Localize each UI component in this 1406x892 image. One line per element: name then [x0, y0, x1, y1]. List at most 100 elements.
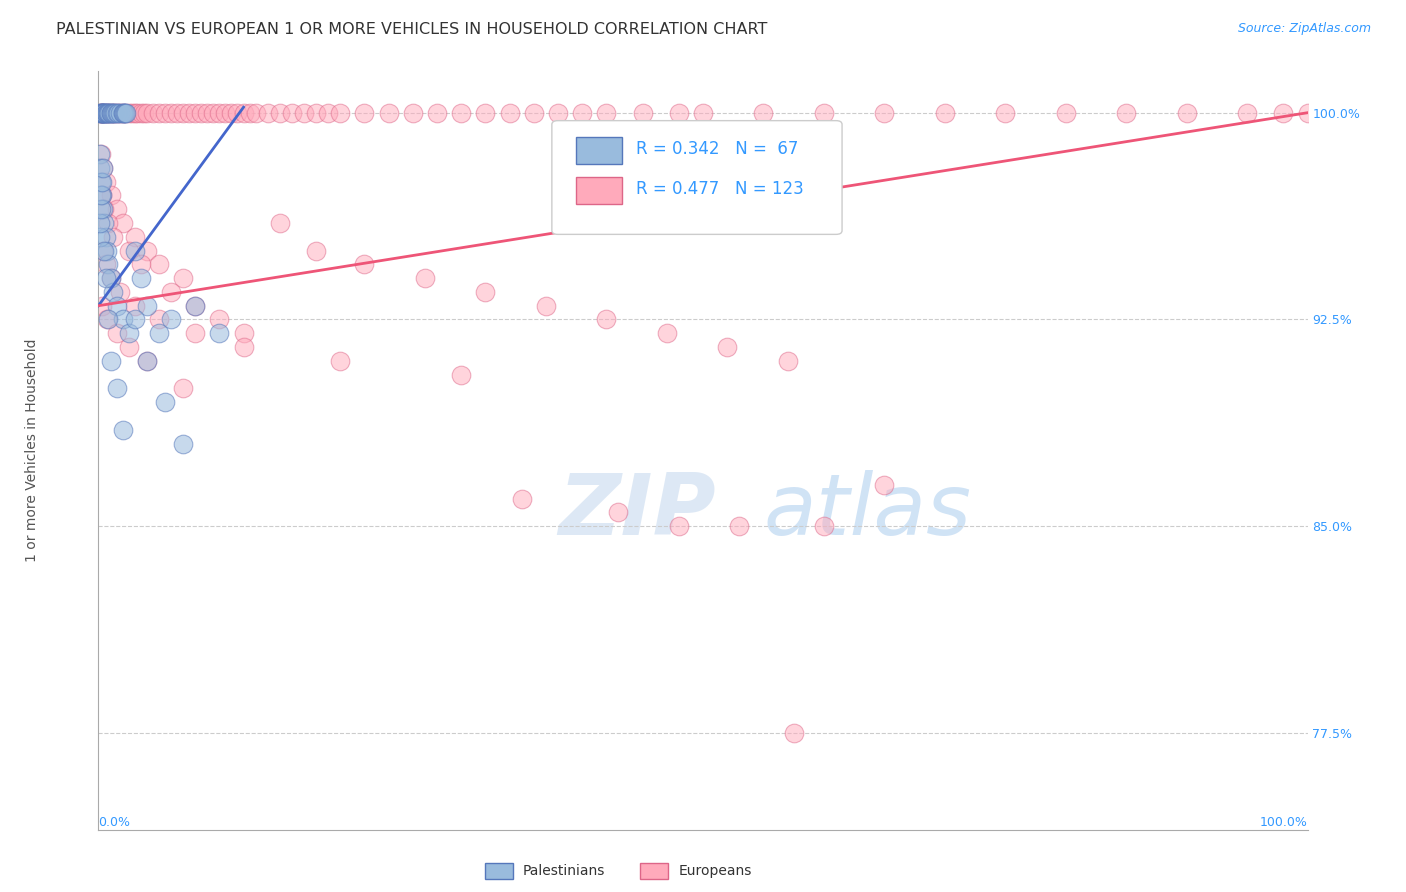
Point [97, 257, 120, 271]
Point [90, 202, 112, 217]
Point [105, 202, 128, 217]
Point [153, 395, 176, 409]
Point [89, 147, 111, 161]
Point [214, 105, 236, 120]
Point [91, 202, 114, 217]
Point [89, 229, 111, 244]
Point [91, 105, 114, 120]
Point [103, 105, 125, 120]
FancyBboxPatch shape [576, 136, 621, 164]
Point [148, 312, 170, 326]
Point [426, 105, 449, 120]
Point [292, 105, 315, 120]
Point [571, 105, 593, 120]
Point [90, 105, 112, 120]
Point [631, 105, 654, 120]
Point [90, 105, 112, 120]
Point [281, 105, 304, 120]
Point [728, 519, 751, 533]
Point [1115, 105, 1137, 120]
Point [208, 326, 231, 341]
Point [160, 312, 183, 326]
Point [105, 381, 128, 395]
Point [184, 105, 207, 120]
Point [134, 105, 156, 120]
Point [97, 105, 120, 120]
Point [112, 105, 135, 120]
Point [1236, 105, 1258, 120]
Point [190, 105, 212, 120]
Point [239, 105, 262, 120]
Point [269, 216, 291, 230]
Point [135, 354, 157, 368]
Point [93, 105, 115, 120]
Point [1054, 105, 1077, 120]
FancyBboxPatch shape [551, 120, 842, 235]
Point [91, 188, 114, 202]
Point [118, 326, 141, 341]
Point [668, 519, 690, 533]
Point [153, 105, 176, 120]
Point [994, 105, 1017, 120]
Point [91, 299, 114, 313]
Point [111, 216, 134, 230]
Point [107, 105, 129, 120]
Point [100, 105, 122, 120]
Point [148, 105, 170, 120]
Point [94, 257, 117, 271]
Point [101, 285, 124, 299]
Text: atlas: atlas [763, 469, 972, 553]
Point [142, 105, 165, 120]
Point [96, 312, 118, 326]
Point [96, 105, 118, 120]
Point [100, 105, 122, 120]
Point [101, 229, 124, 244]
Point [172, 436, 194, 450]
Point [1296, 105, 1319, 120]
Point [547, 105, 569, 120]
Text: ZIP: ZIP [558, 469, 716, 553]
Point [402, 105, 425, 120]
Point [111, 312, 134, 326]
Point [111, 105, 134, 120]
Text: Source: ZipAtlas.com: Source: ZipAtlas.com [1237, 22, 1371, 36]
Point [111, 105, 134, 120]
Point [232, 326, 254, 341]
Point [776, 354, 799, 368]
Point [91, 105, 114, 120]
Point [353, 105, 375, 120]
Point [90, 147, 112, 161]
Point [90, 175, 112, 189]
Point [101, 105, 124, 120]
Point [135, 299, 157, 313]
Point [353, 257, 375, 271]
Point [202, 105, 225, 120]
Point [115, 105, 138, 120]
Point [523, 105, 546, 120]
Point [93, 105, 115, 120]
Point [813, 519, 835, 533]
Point [94, 105, 117, 120]
Point [232, 105, 254, 120]
Text: Europeans: Europeans [679, 863, 752, 878]
Point [148, 257, 170, 271]
Point [160, 105, 183, 120]
Point [91, 175, 114, 189]
Point [91, 161, 114, 175]
Point [172, 381, 194, 395]
Point [127, 105, 149, 120]
Point [105, 326, 128, 341]
Point [172, 105, 194, 120]
Point [1272, 105, 1295, 120]
Point [91, 105, 114, 120]
Point [93, 105, 115, 120]
Point [135, 244, 157, 258]
Point [93, 105, 115, 120]
Point [96, 244, 118, 258]
Point [97, 105, 120, 120]
Point [105, 299, 128, 313]
Point [450, 105, 472, 120]
Point [783, 726, 806, 740]
Point [90, 105, 112, 120]
Point [534, 299, 557, 313]
